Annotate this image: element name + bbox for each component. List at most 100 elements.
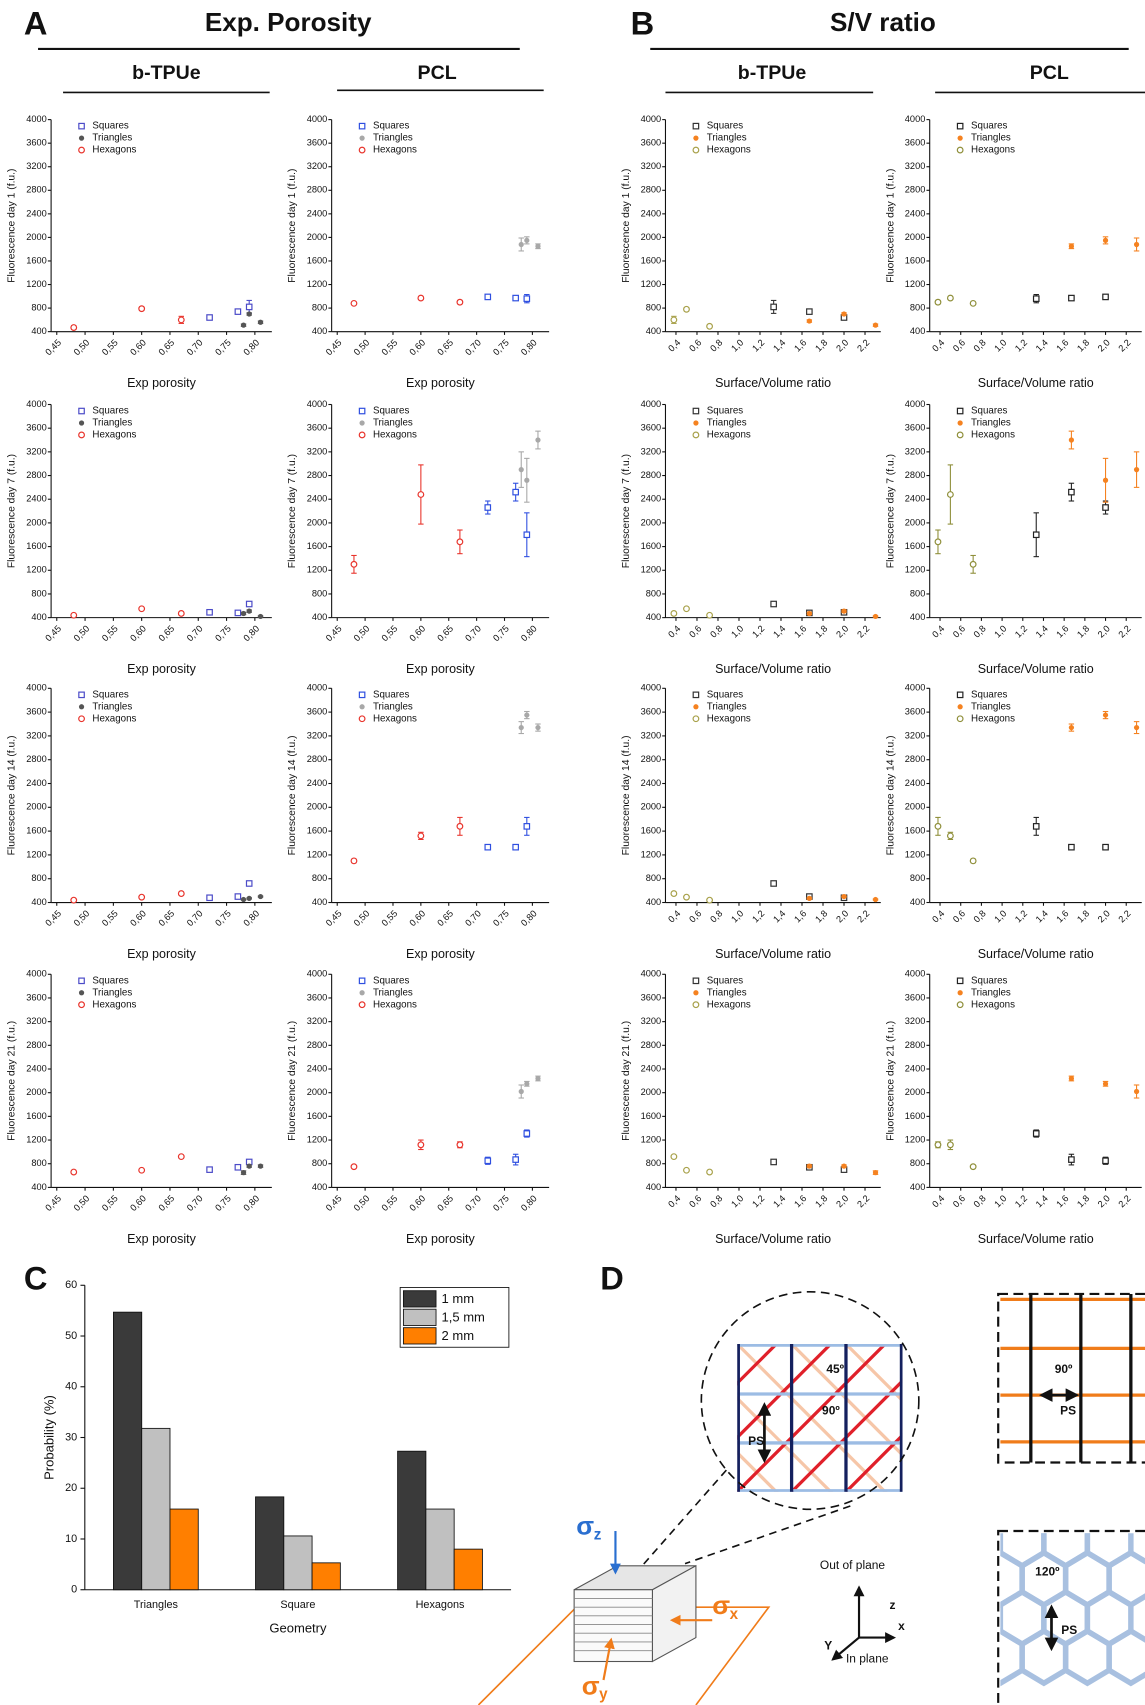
x-tick-label: 0,80 xyxy=(519,1193,539,1213)
point xyxy=(247,1163,252,1168)
x-tick-label: 0,80 xyxy=(519,338,539,358)
point xyxy=(684,606,690,612)
x-tick-label: 0,8 xyxy=(708,1193,724,1209)
x-tick-label: 0,70 xyxy=(463,623,483,643)
y-axis-label: Fluorescence day 14 (f.u.) xyxy=(7,735,18,855)
legend-label: Triangles xyxy=(971,701,1011,712)
x-tick-label: 0,80 xyxy=(241,623,261,643)
x-tick-label: 0,65 xyxy=(157,623,177,643)
legend-swatch xyxy=(403,1328,436,1344)
y-tick-label: 3200 xyxy=(26,730,47,740)
x-tick-label: 0,55 xyxy=(100,338,120,358)
point xyxy=(1103,1081,1108,1086)
x-tick-label: 2,2 xyxy=(855,908,871,924)
x-axis-label: Exp porosity xyxy=(127,1232,197,1246)
point xyxy=(519,725,524,730)
y-tick-label: 2800 xyxy=(26,470,47,480)
angle-label: 90º xyxy=(1055,1362,1073,1376)
x-tick-label: 0,60 xyxy=(407,338,427,358)
x-tick-label: 0,50 xyxy=(72,1193,92,1213)
square-pattern xyxy=(998,1294,1145,1463)
y-axis-label: Fluorescence day 7 (f.u.) xyxy=(621,454,632,568)
legend-label: Triangles xyxy=(373,701,413,712)
y-tick-label: 1600 xyxy=(905,541,926,551)
point xyxy=(519,467,524,472)
x-axis-label: Surface/Volume ratio xyxy=(978,376,1094,390)
x-tick-label: 0,65 xyxy=(157,1193,177,1213)
y-axis-label: Fluorescence day 21 (f.u.) xyxy=(287,1021,298,1141)
point xyxy=(1103,238,1108,243)
point xyxy=(1134,467,1139,472)
y-tick-label: 3600 xyxy=(26,707,47,717)
point xyxy=(207,895,212,900)
x-tick-label: 2,2 xyxy=(1116,908,1132,924)
point xyxy=(948,492,954,498)
axis-name: x xyxy=(898,1619,905,1633)
x-tick-label: 2,2 xyxy=(1116,338,1132,354)
legend-marker xyxy=(359,420,364,425)
x-tick-label: 0,60 xyxy=(128,338,148,358)
x-tick-label: 0,70 xyxy=(185,908,205,928)
y-tick-label: 4000 xyxy=(307,969,328,979)
point xyxy=(71,612,77,618)
point xyxy=(771,304,776,309)
x-tick-label: 0,45 xyxy=(324,623,344,643)
y-tick-label: 3200 xyxy=(641,161,662,171)
y-tick-label: 400 xyxy=(910,612,925,622)
x-tick-label: 0,45 xyxy=(43,908,63,928)
point xyxy=(457,824,463,830)
y-tick-label: 2400 xyxy=(905,208,926,218)
y-axis-label: Fluorescence day 7 (f.u.) xyxy=(885,454,896,568)
point xyxy=(707,1169,713,1175)
legend-marker xyxy=(359,408,364,413)
y-tick-label: 2800 xyxy=(307,1040,328,1050)
legend-marker xyxy=(957,432,963,438)
x-tick-label: 0,4 xyxy=(930,623,946,639)
y-tick-label: 4000 xyxy=(26,969,47,979)
x-tick-label: 1,8 xyxy=(1075,1193,1091,1209)
y-tick-label: 3600 xyxy=(641,138,662,148)
y-tick-label: 2800 xyxy=(641,754,662,764)
y-tick-label: 2000 xyxy=(905,232,926,242)
y-tick-label: 400 xyxy=(312,326,327,336)
legend-marker xyxy=(359,704,364,709)
x-tick-label: 0,8 xyxy=(708,623,724,639)
y-tick-label: 400 xyxy=(646,326,661,336)
y-tick-label: 1600 xyxy=(641,1111,662,1121)
y-tick-label: 3200 xyxy=(26,161,47,171)
point xyxy=(1103,478,1108,483)
x-tick-label: 1,4 xyxy=(1034,1193,1050,1209)
legend-label: Squares xyxy=(92,689,128,700)
x-tick-label: 1,2 xyxy=(1013,338,1029,354)
x-tick-label: 2,0 xyxy=(834,908,850,924)
y-tick-label: 1600 xyxy=(641,255,662,265)
point xyxy=(707,612,713,618)
stress-subscript: z xyxy=(594,1526,602,1543)
angle-label: 45º xyxy=(826,1362,844,1376)
legend-marker xyxy=(693,704,698,709)
legend-marker xyxy=(957,978,962,983)
point xyxy=(1069,1076,1074,1081)
y-tick-label: 3200 xyxy=(307,161,328,171)
legend-label: Hexagons xyxy=(373,999,417,1010)
y-tick-label: 1200 xyxy=(641,565,662,575)
legend-swatch xyxy=(403,1291,436,1307)
x-tick-label: 1,4 xyxy=(771,623,787,639)
x-tick-label: 1,6 xyxy=(1054,338,1070,354)
legend-label: Hexagons xyxy=(971,999,1015,1010)
y-tick-label: 3600 xyxy=(905,992,926,1002)
x-tick-label: 0,60 xyxy=(128,908,148,928)
y-tick-label: 3200 xyxy=(26,1016,47,1026)
y-tick-label: 400 xyxy=(31,1182,46,1192)
point xyxy=(1103,712,1108,717)
column-title: b-TPUe xyxy=(738,62,807,84)
legend-marker xyxy=(359,135,364,140)
y-tick-label: 2400 xyxy=(641,778,662,788)
x-tick-label: 1,0 xyxy=(992,338,1008,354)
y-tick-label: 30 xyxy=(65,1431,77,1443)
x-tick-label: 1,2 xyxy=(750,623,766,639)
point xyxy=(671,891,677,897)
y-tick-label: 2000 xyxy=(307,232,328,242)
point xyxy=(351,1164,357,1170)
point xyxy=(524,1081,529,1086)
